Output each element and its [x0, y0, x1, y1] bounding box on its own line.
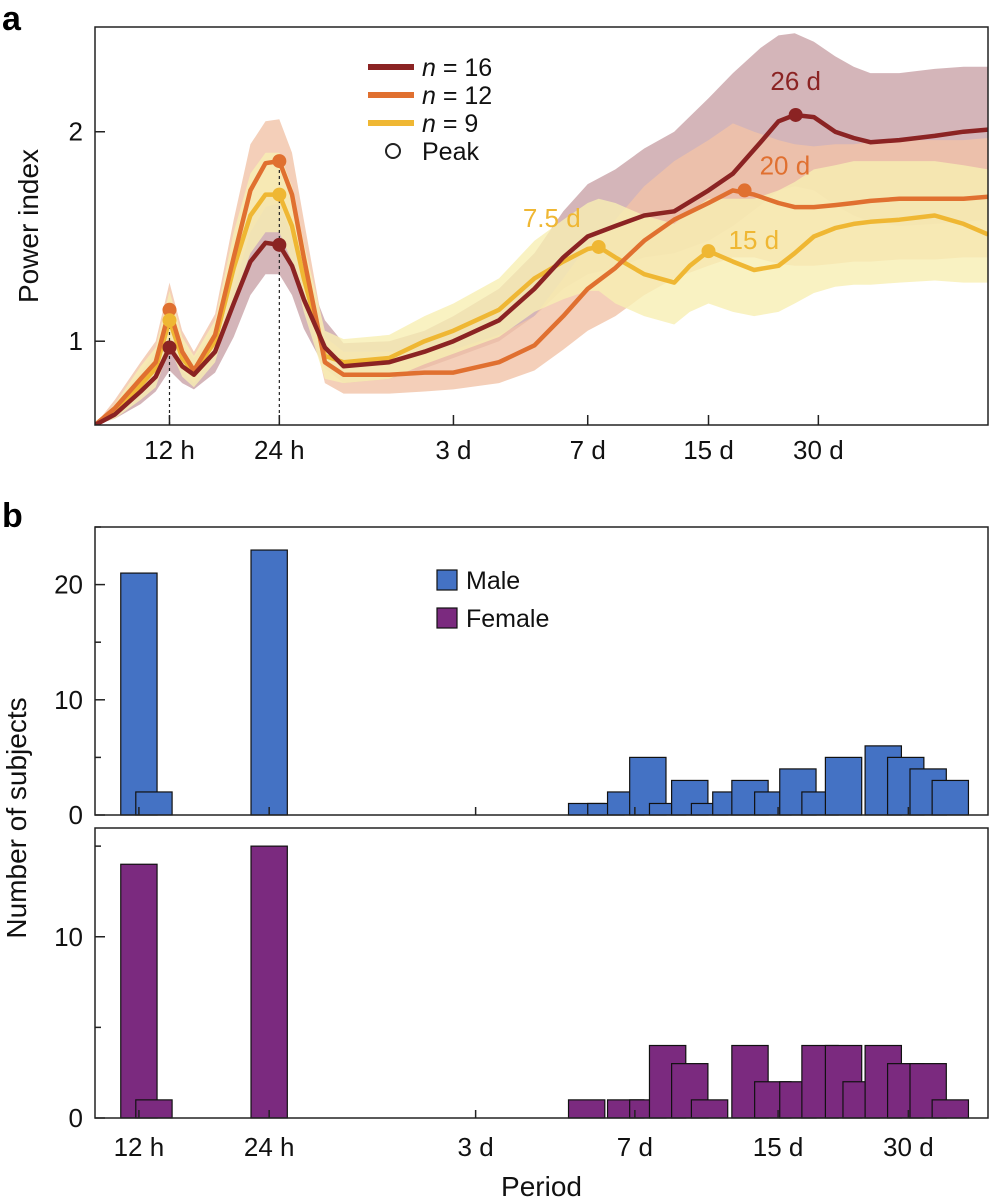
bar-female-8: [690, 1099, 729, 1119]
legend-label-2: n = 12: [422, 82, 492, 110]
peak-marker-1-long: [788, 107, 803, 122]
panel-a-frame: [94, 26, 989, 426]
legend-label-1: n = 16: [422, 54, 492, 82]
legend-label-male: Male: [466, 567, 520, 595]
peak-marker-2-24h: [272, 154, 287, 169]
panel-a-power-index-chart: 26 d 20 d 7.5 d 15 d 1 2 12 h 24 h 3 d 7 d 15 d 30 …: [13, 26, 989, 465]
bar-male-1: [135, 791, 173, 816]
y-tick-label-female-0: 0: [69, 1103, 83, 1133]
panel-a-letter: a: [2, 0, 22, 38]
line-series-1: [95, 112, 988, 425]
y-tick-label-a-1: 2: [69, 117, 83, 147]
bar-female-18: [931, 1099, 970, 1119]
panel-a-plot-area: [95, 33, 988, 425]
legend-swatch-female: [436, 607, 458, 629]
bar-female-1: [135, 1099, 173, 1119]
x-tick-label-a-0: 12 h: [144, 435, 195, 465]
bar-female-3: [567, 1099, 606, 1119]
peak-marker-2-long: [737, 183, 752, 198]
x-tick-label-a-5: 30 d: [793, 435, 844, 465]
x-tick-label-b-4: 15 d: [753, 1132, 804, 1162]
x-tick-label-a-2: 3 d: [435, 435, 471, 465]
legend-n-value: = 16: [436, 54, 492, 82]
line-series-3: [95, 192, 988, 425]
peak-marker-3-12h: [162, 313, 177, 328]
legend-n-italic: n: [422, 82, 436, 110]
y-axis-title-a: Power index: [13, 149, 44, 303]
bar-male-2: [250, 549, 288, 816]
legend-n-value: = 12: [436, 82, 492, 110]
band-series-3: [95, 152, 988, 425]
panel-b-letter: b: [2, 497, 23, 535]
peak-label-3-second: 15 d: [729, 225, 780, 255]
legend-swatch-male: [436, 569, 458, 591]
subplot-female: 0 10: [54, 827, 989, 1133]
x-tick-label-b-0: 12 h: [114, 1132, 165, 1162]
x-tick-label-a-4: 15 d: [683, 435, 734, 465]
panel-b-histogram: 0 10 20 0 10 12 h 24 h 3 d 7 d 15 d 30 d Period Numb…: [1, 526, 989, 1201]
x-tick-label-b-5: 30 d: [883, 1132, 934, 1162]
legend-label-3: n = 9: [422, 110, 478, 138]
bar-male-0: [120, 572, 158, 816]
legend-b: Male Female: [436, 567, 549, 633]
legend-label-peak: Peak: [422, 138, 479, 166]
bar-male-15: [824, 756, 863, 816]
frame-male: [94, 526, 989, 816]
y-axis-title-b: Number of subjects: [1, 697, 32, 938]
peak-label-3: 7.5 d: [523, 203, 581, 233]
subplot-male: 0 10 20: [54, 526, 989, 830]
legend-n-italic: n: [422, 54, 436, 82]
y-tick-label-male-1: 10: [54, 685, 83, 715]
legend-peak-marker: [385, 143, 401, 159]
peak-label-2: 20 d: [760, 150, 811, 180]
frame-female: [94, 827, 989, 1119]
peak-marker-3-long: [591, 239, 606, 254]
x-tick-label-b-2: 3 d: [458, 1132, 494, 1162]
peak-marker-2-12h: [162, 302, 177, 317]
y-tick-label-male-0: 0: [69, 800, 83, 830]
peak-marker-3-24h: [272, 187, 287, 202]
x-tick-label-a-1: 24 h: [254, 435, 305, 465]
x-tick-label-b-3: 7 d: [617, 1132, 653, 1162]
peak-marker-1-12h: [162, 340, 177, 355]
y-tick-label-a-0: 1: [69, 326, 83, 356]
x-tick-label-a-3: 7 d: [570, 435, 606, 465]
legend-n-italic: n: [422, 110, 436, 138]
peak-label-1: 26 d: [770, 66, 821, 96]
y-tick-label-female-1: 10: [54, 922, 83, 952]
x-axis-title-b: Period: [501, 1171, 582, 1201]
bar-female-2: [250, 845, 288, 1119]
legend-n-value: = 9: [436, 110, 478, 138]
bar-male-19: [931, 779, 970, 816]
peak-marker-1-24h: [272, 237, 287, 252]
line-series-2: [95, 158, 988, 425]
x-tick-label-b-1: 24 h: [244, 1132, 295, 1162]
peak-marker-3-second: [701, 244, 716, 259]
legend-label-female: Female: [466, 605, 549, 633]
bar-female-0: [120, 863, 158, 1119]
y-tick-label-male-2: 20: [54, 570, 83, 600]
